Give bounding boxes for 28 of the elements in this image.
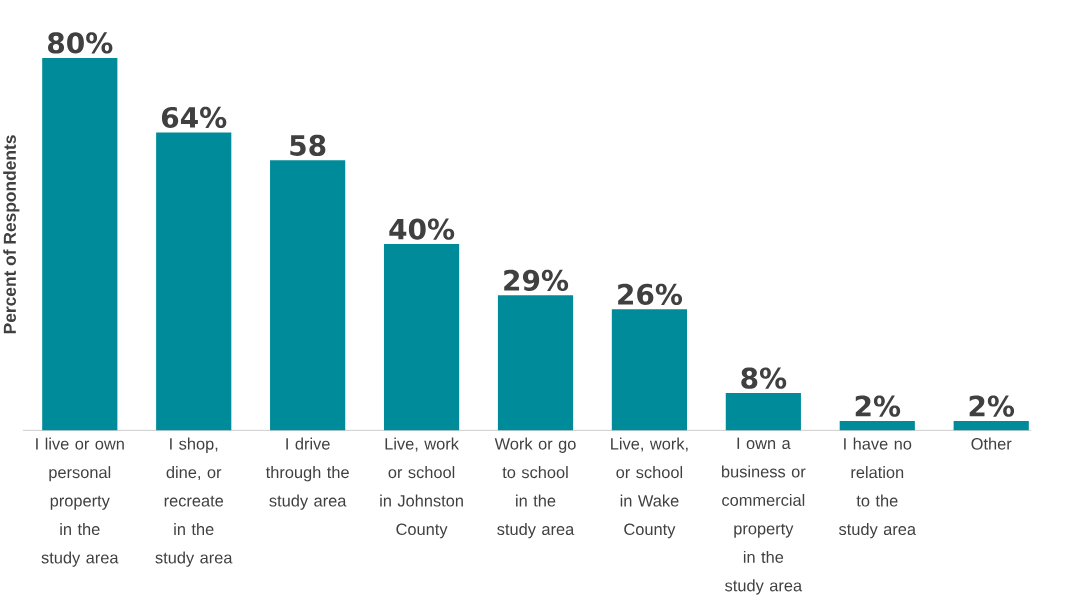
x-tick-label: I live or own personal property in the study area: [36, 437, 124, 567]
data-label: 2%: [855, 395, 901, 417]
x-tick-label: I own a business or commercial property in the study area: [722, 437, 806, 595]
bar: [42, 58, 118, 431]
data-label: 40%: [389, 218, 455, 240]
x-tick-label: Live, work or school in Johnston County: [380, 437, 463, 539]
data-label: 58: [290, 134, 326, 157]
bar: [270, 160, 346, 431]
x-tick-label: I drive through the study area: [265, 437, 349, 510]
x-tick-label: I have no relation to the study area: [838, 437, 917, 539]
bar: [156, 132, 232, 431]
data-label: 8%: [741, 367, 787, 389]
x-tick-label: I shop, dine, or recreate in the study area: [155, 437, 233, 567]
data-label: 2%: [969, 395, 1015, 417]
data-label: 80%: [48, 32, 113, 54]
data-label: 64%: [161, 106, 227, 129]
data-label: 26%: [618, 283, 683, 306]
y-axis-title: Percent of Respondents: [3, 135, 20, 334]
bar: [953, 421, 1029, 431]
x-tick-label: Work or go to school in the study area: [494, 437, 576, 539]
x-tick-label: Live, work, or school in Wake County: [611, 437, 688, 539]
x-tick-label: Other: [971, 437, 1012, 450]
bar: [383, 244, 460, 431]
bar: [725, 393, 801, 431]
bar: [611, 309, 688, 431]
bar: [497, 295, 574, 431]
data-label: 29%: [504, 269, 569, 292]
bar: [839, 421, 915, 431]
